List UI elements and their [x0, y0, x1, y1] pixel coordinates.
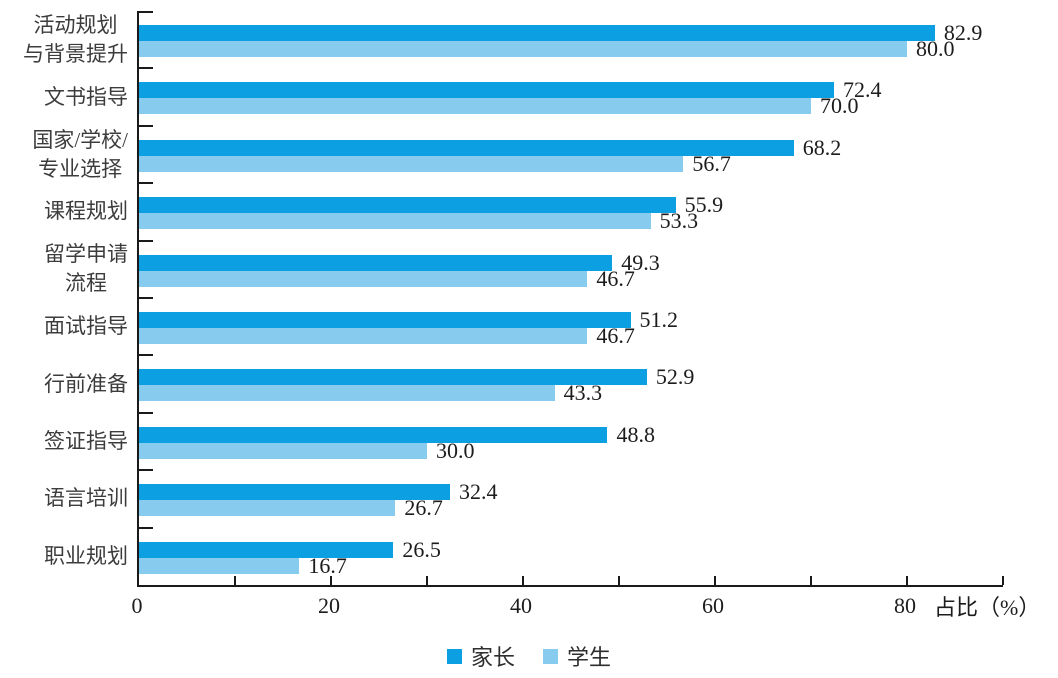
parent-value-label: 72.4 [843, 77, 882, 103]
parent-bar [139, 139, 794, 156]
x-tick-label: 60 [702, 593, 724, 618]
parent-bar [139, 312, 631, 328]
category-label: 语言培训 [0, 470, 128, 527]
category-label-text: 国家/学校/ 专业选择 [32, 127, 128, 181]
student-value-label: 46.7 [596, 323, 635, 348]
x-axis-tick [330, 576, 332, 585]
x-axis-tick [426, 576, 428, 585]
parent-value-label: 82.9 [943, 20, 983, 45]
category-label: 职业规划 [0, 528, 128, 585]
y-axis-tick [139, 11, 153, 13]
parent-value-label: 48.8 [616, 421, 655, 447]
student-bar [139, 442, 427, 459]
y-axis-tick [139, 182, 153, 185]
x-axis-tick [714, 576, 716, 585]
parent-swatch-icon [446, 648, 462, 664]
category-label-text: 面试指导 [44, 314, 128, 339]
category-label: 文书指导 [0, 68, 128, 125]
category-label-text: 课程规划 [44, 199, 128, 224]
legend-label-parent: 家长 [470, 645, 515, 670]
plot-area: 82.9 80.0 72.4 70.0 68.2 56.7 55.9 53.3 49.3 46.7… [137, 11, 1004, 587]
y-axis-tick [139, 67, 153, 70]
y-axis-tick [139, 297, 153, 299]
x-axis-tick [1002, 576, 1004, 585]
legend-item-parent: 家长 [446, 640, 515, 672]
student-bar [139, 98, 811, 115]
x-tick-label: 80 [894, 593, 916, 618]
category-label: 留学申请 流程 [0, 241, 128, 298]
x-axis-tick [522, 576, 524, 585]
y-axis-tick [139, 526, 153, 529]
category-label-text: 活动规划 与背景提升 [23, 12, 128, 66]
category-label-text: 签证指导 [44, 428, 128, 453]
x-axis-tick [810, 576, 812, 585]
student-bar [139, 557, 300, 574]
student-bar [139, 270, 588, 287]
student-value-label: 53.3 [659, 208, 699, 234]
parent-bar [139, 426, 608, 443]
x-tick-label: 0 [131, 593, 143, 618]
student-value-label: 46.7 [596, 265, 635, 291]
category-label: 课程规划 [0, 183, 128, 240]
parent-bar [139, 254, 613, 271]
parent-bar [139, 369, 647, 386]
x-axis-tick [618, 576, 620, 585]
parent-value-label: 52.9 [655, 364, 695, 390]
category-label: 签证指导 [0, 413, 128, 470]
parent-bar [139, 484, 451, 501]
legend: 家长 学生 [0, 640, 1058, 672]
student-value-label: 43.3 [563, 380, 603, 406]
x-tick-label: 20 [318, 593, 340, 618]
parent-bar [139, 82, 835, 99]
x-axis-tick-labels: 0 20 40 60 80 [132, 593, 1001, 621]
y-axis-tick [139, 411, 153, 414]
parent-value-label: 68.2 [802, 134, 842, 160]
student-swatch-icon [543, 648, 558, 664]
student-bar [139, 155, 684, 172]
x-axis-tick [234, 576, 236, 585]
student-value-label: 16.7 [308, 552, 347, 578]
y-axis-tick [139, 124, 153, 127]
x-tick-label: 40 [510, 593, 532, 618]
y-axis-tick [139, 239, 153, 242]
category-label: 国家/学校/ 专业选择 [0, 126, 128, 183]
legend-label-student: 学生 [567, 645, 612, 670]
student-bar [139, 213, 651, 230]
parent-bar [139, 25, 935, 41]
x-axis-title: 占比（%） [934, 595, 1041, 620]
category-label-text: 文书指导 [44, 84, 128, 109]
parent-value-label: 51.2 [639, 307, 679, 332]
category-label-text: 语言培训 [44, 486, 128, 511]
student-value-label: 56.7 [692, 150, 731, 176]
parent-value-label: 26.5 [402, 536, 441, 562]
student-bar [139, 500, 396, 517]
student-value-label: 26.7 [404, 495, 443, 521]
student-bar [139, 385, 555, 402]
x-axis-tick [906, 576, 908, 585]
parent-bar [139, 197, 676, 214]
parent-value-label: 55.9 [684, 192, 724, 218]
y-axis-tick [139, 469, 153, 472]
category-label: 行前准备 [0, 355, 128, 412]
category-label: 面试指导 [0, 298, 128, 355]
parent-value-label: 32.4 [459, 479, 498, 505]
student-bar [139, 41, 907, 57]
legend-item-student: 学生 [543, 640, 611, 672]
category-label-text: 职业规划 [44, 543, 128, 568]
parent-value-label: 49.3 [621, 249, 660, 275]
parent-bar [139, 541, 394, 558]
category-label: 活动规划 与背景提升 [0, 11, 128, 68]
student-value-label: 70.0 [820, 93, 859, 119]
y-axis-tick [139, 354, 153, 357]
student-value-label: 80.0 [915, 36, 955, 61]
student-value-label: 30.0 [435, 437, 475, 463]
category-label-text: 行前准备 [44, 371, 128, 396]
category-label-text: 留学申请 流程 [44, 242, 128, 296]
student-bar [139, 328, 588, 344]
